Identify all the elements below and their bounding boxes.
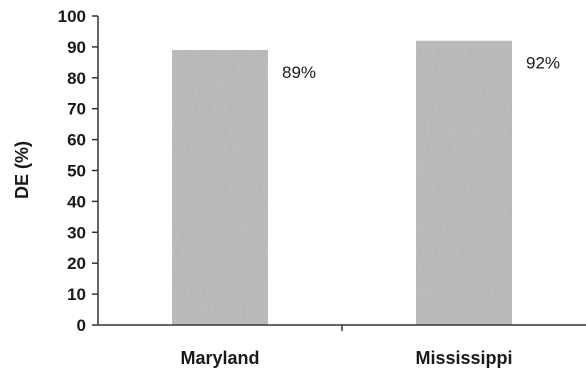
- y-tick-label: 70: [67, 100, 86, 119]
- y-tick-label: 40: [67, 192, 86, 211]
- y-tick-label: 90: [67, 38, 86, 57]
- y-tick-label: 50: [67, 162, 86, 181]
- y-tick-label: 80: [67, 69, 86, 88]
- bar-maryland: [172, 49, 268, 326]
- y-axis-title: DE (%): [12, 141, 32, 199]
- data-label-maryland: 89%: [282, 63, 316, 82]
- y-tick-label: 60: [67, 131, 86, 150]
- data-label-mississippi: 92%: [526, 54, 560, 73]
- bar-mississippi: [416, 40, 512, 325]
- bars-layer: [172, 40, 512, 326]
- y-tick-label: 100: [58, 7, 86, 26]
- category-label-maryland: Maryland: [180, 348, 259, 368]
- labels-layer: 0 10 20 30 40 50 60 70 80 90 100 89% Maryland 92% Miss…: [58, 7, 560, 368]
- y-tick-label: 10: [67, 285, 86, 304]
- y-tick-label: 0: [77, 316, 86, 335]
- y-tick-label: 30: [67, 223, 86, 242]
- y-tick-label: 20: [67, 254, 86, 273]
- category-label-mississippi: Mississippi: [415, 348, 512, 368]
- axes-layer: [92, 15, 586, 331]
